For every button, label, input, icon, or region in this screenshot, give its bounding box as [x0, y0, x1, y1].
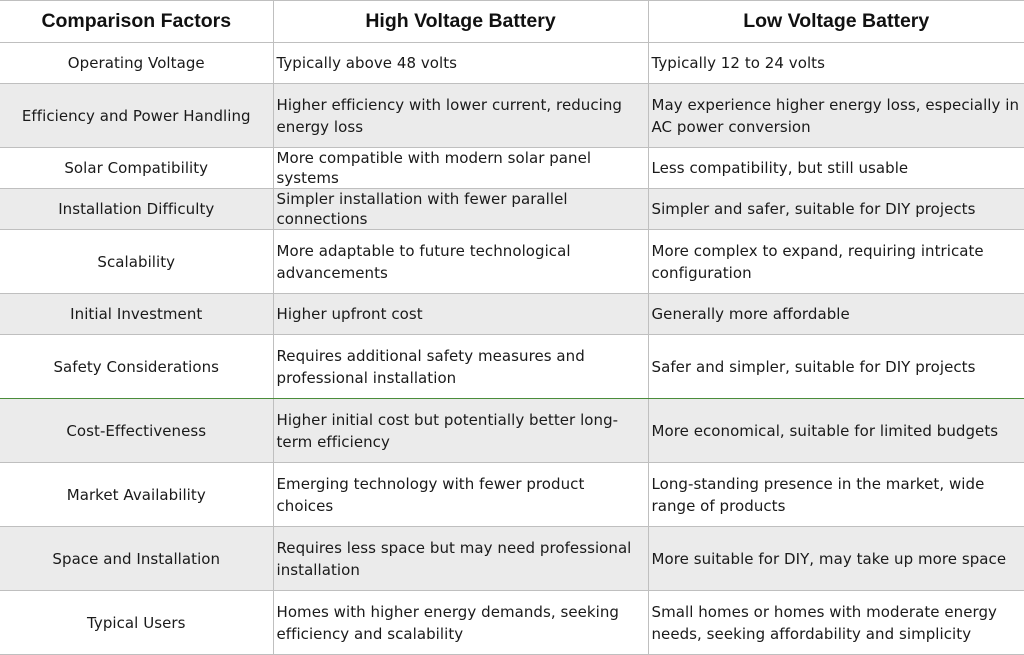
table-row: Scalability More adaptable to future tec…	[0, 229, 1024, 294]
factor-cell: Space and Installation	[0, 526, 274, 591]
high-voltage-cell: More compatible with modern solar panel …	[272, 147, 649, 189]
factor-cell: Safety Considerations	[0, 334, 274, 399]
high-voltage-cell: Simpler installation with fewer parallel…	[272, 188, 649, 230]
factor-cell: Initial Investment	[0, 293, 274, 335]
low-voltage-cell: Small homes or homes with moderate energ…	[647, 590, 1024, 655]
table-row: Solar Compatibility More compatible with…	[0, 147, 1024, 189]
factor-cell: Market Availability	[0, 462, 274, 527]
low-voltage-cell: Long-standing presence in the market, wi…	[647, 462, 1024, 527]
header-low-voltage-battery: Low Voltage Battery	[647, 0, 1024, 43]
header-row: Comparison Factors High Voltage Battery …	[0, 0, 1024, 43]
table-row: Market Availability Emerging technology …	[0, 462, 1024, 527]
low-voltage-cell: Typically 12 to 24 volts	[647, 42, 1024, 84]
high-voltage-cell: Higher upfront cost	[272, 293, 649, 335]
high-voltage-cell: Homes with higher energy demands, seekin…	[272, 590, 649, 655]
factor-cell: Typical Users	[0, 590, 274, 655]
header-high-voltage-battery: High Voltage Battery	[272, 0, 649, 43]
low-voltage-cell: More economical, suitable for limited bu…	[647, 398, 1024, 463]
factor-cell: Cost-Effectiveness	[0, 398, 274, 463]
factor-cell: Operating Voltage	[0, 42, 274, 84]
table-row: Space and Installation Requires less spa…	[0, 526, 1024, 591]
high-voltage-cell: Requires additional safety measures and …	[272, 334, 649, 399]
high-voltage-cell: Typically above 48 volts	[272, 42, 649, 84]
table-row: Operating Voltage Typically above 48 vol…	[0, 42, 1024, 84]
factor-cell: Efficiency and Power Handling	[0, 83, 274, 148]
table-row: Installation Difficulty Simpler installa…	[0, 188, 1024, 230]
low-voltage-cell: May experience higher energy loss, espec…	[647, 83, 1024, 148]
factor-cell: Installation Difficulty	[0, 188, 274, 230]
high-voltage-cell: Requires less space but may need profess…	[272, 526, 649, 591]
table-row: Cost-Effectiveness Higher initial cost b…	[0, 398, 1024, 463]
factor-cell: Scalability	[0, 229, 274, 294]
table-row: Safety Considerations Requires additiona…	[0, 334, 1024, 399]
low-voltage-cell: More suitable for DIY, may take up more …	[647, 526, 1024, 591]
low-voltage-cell: Generally more affordable	[647, 293, 1024, 335]
low-voltage-cell: Simpler and safer, suitable for DIY proj…	[647, 188, 1024, 230]
high-voltage-cell: More adaptable to future technological a…	[272, 229, 649, 294]
header-comparison-factors: Comparison Factors	[0, 0, 274, 43]
low-voltage-cell: Safer and simpler, suitable for DIY proj…	[647, 334, 1024, 399]
table-row: Typical Users Homes with higher energy d…	[0, 590, 1024, 655]
low-voltage-cell: More complex to expand, requiring intric…	[647, 229, 1024, 294]
high-voltage-cell: Emerging technology with fewer product c…	[272, 462, 649, 527]
high-voltage-cell: Higher initial cost but potentially bett…	[272, 398, 649, 463]
low-voltage-cell: Less compatibility, but still usable	[647, 147, 1024, 189]
table-row: Efficiency and Power Handling Higher eff…	[0, 83, 1024, 148]
table-row: Initial Investment Higher upfront cost G…	[0, 293, 1024, 335]
factor-cell: Solar Compatibility	[0, 147, 274, 189]
high-voltage-cell: Higher efficiency with lower current, re…	[272, 83, 649, 148]
